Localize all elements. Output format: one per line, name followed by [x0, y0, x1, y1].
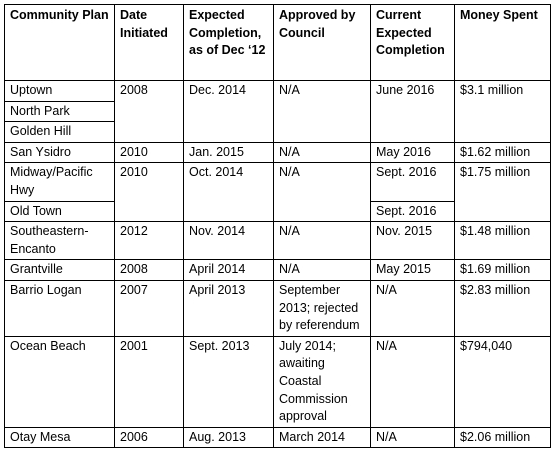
approved-cell: September 2013; rejected by referendum: [273, 279, 371, 337]
expected-completion-cell: Dec. 2014: [183, 80, 274, 143]
expected-completion-cell: Nov. 2014: [183, 221, 274, 261]
approved-cell: N/A: [273, 162, 371, 223]
current-completion-cell: Sept. 2016: [370, 162, 455, 202]
header-money-spent: Money Spent: [454, 4, 551, 81]
date-initiated-cell: 2010: [114, 141, 184, 164]
money-spent-cell: $3.1 million: [454, 80, 551, 143]
table-row: San Ysidro 2010 Jan. 2015 N/A May 2016 $…: [4, 141, 551, 164]
community-cell: Uptown: [4, 80, 115, 102]
approved-cell: N/A: [273, 80, 371, 143]
approved-cell: March 2014: [273, 426, 371, 449]
community-cell: Southeastern-Encanto: [4, 221, 115, 261]
approved-cell: N/A: [273, 221, 371, 261]
community-cell: Grantville: [4, 259, 115, 281]
expected-completion-cell: Jan. 2015: [183, 141, 274, 164]
date-initiated-cell: 2001: [114, 335, 184, 428]
money-spent-cell: $1.69 million: [454, 259, 551, 281]
current-completion-cell: May 2016: [370, 141, 455, 164]
expected-completion-cell: Aug. 2013: [183, 426, 274, 449]
header-approved-by-council: Approved by Council: [273, 4, 371, 81]
community-cell: Barrio Logan: [4, 279, 115, 337]
header-current-expected-completion: Current Expected Completion: [370, 4, 455, 81]
current-completion-cell: N/A: [370, 335, 455, 428]
community-cell: San Ysidro: [4, 141, 115, 164]
current-completion-cell: N/A: [370, 426, 455, 449]
community-cell: Ocean Beach: [4, 335, 115, 428]
money-spent-cell: $1.48 million: [454, 221, 551, 261]
expected-completion-cell: Sept. 2013: [183, 335, 274, 428]
community-cell: Otay Mesa: [4, 426, 115, 449]
current-completion-cell: June 2016: [370, 80, 455, 143]
approved-cell: N/A: [273, 141, 371, 164]
date-initiated-cell: 2007: [114, 279, 184, 337]
header-date-initiated: Date Initiated: [114, 4, 184, 81]
expected-completion-cell: April 2014: [183, 259, 274, 281]
table-row: Midway/Pacific Hwy 2010 Oct. 2014 N/A Se…: [4, 162, 551, 223]
money-spent-cell: $1.62 million: [454, 141, 551, 164]
approved-cell: N/A: [273, 259, 371, 281]
date-initiated-cell: 2012: [114, 221, 184, 261]
header-community-plan: Community Plan: [4, 4, 115, 81]
money-spent-cell: $2.06 million: [454, 426, 551, 449]
money-spent-cell: $2.83 million: [454, 279, 551, 337]
current-completion-cell: May 2015: [370, 259, 455, 281]
money-spent-cell: $1.75 million: [454, 162, 551, 223]
header-row: Community Plan Date Initiated Expected C…: [4, 4, 551, 81]
table-row: Grantville 2008 April 2014 N/A May 2015 …: [4, 259, 551, 281]
header-expected-completion: Expected Completion, as of Dec ‘12: [183, 4, 274, 81]
money-spent-cell: $794,040: [454, 335, 551, 428]
date-initiated-cell: 2006: [114, 426, 184, 449]
table-row: Barrio Logan 2007 April 2013 September 2…: [4, 279, 551, 337]
date-initiated-cell: 2010: [114, 162, 184, 223]
community-cell: Midway/Pacific Hwy: [4, 162, 115, 202]
community-plans-table: Community Plan Date Initiated Expected C…: [4, 4, 551, 449]
date-initiated-cell: 2008: [114, 80, 184, 143]
community-cell: Old Town: [4, 200, 115, 223]
current-completion-cell: Sept. 2016: [370, 200, 455, 223]
current-completion-cell: N/A: [370, 279, 455, 337]
expected-completion-cell: April 2013: [183, 279, 274, 337]
table-row: Ocean Beach 2001 Sept. 2013 July 2014; a…: [4, 335, 551, 428]
table-row: Uptown 2008 Dec. 2014 N/A June 2016 $3.1…: [4, 80, 551, 143]
table-row: Southeastern-Encanto 2012 Nov. 2014 N/A …: [4, 221, 551, 261]
date-initiated-cell: 2008: [114, 259, 184, 281]
community-cell: Golden Hill: [4, 121, 115, 143]
table-row: Otay Mesa 2006 Aug. 2013 March 2014 N/A …: [4, 426, 551, 449]
current-completion-cell: Nov. 2015: [370, 221, 455, 261]
expected-completion-cell: Oct. 2014: [183, 162, 274, 223]
approved-cell: July 2014; awaiting Coastal Commission a…: [273, 335, 371, 428]
community-cell: North Park: [4, 100, 115, 123]
